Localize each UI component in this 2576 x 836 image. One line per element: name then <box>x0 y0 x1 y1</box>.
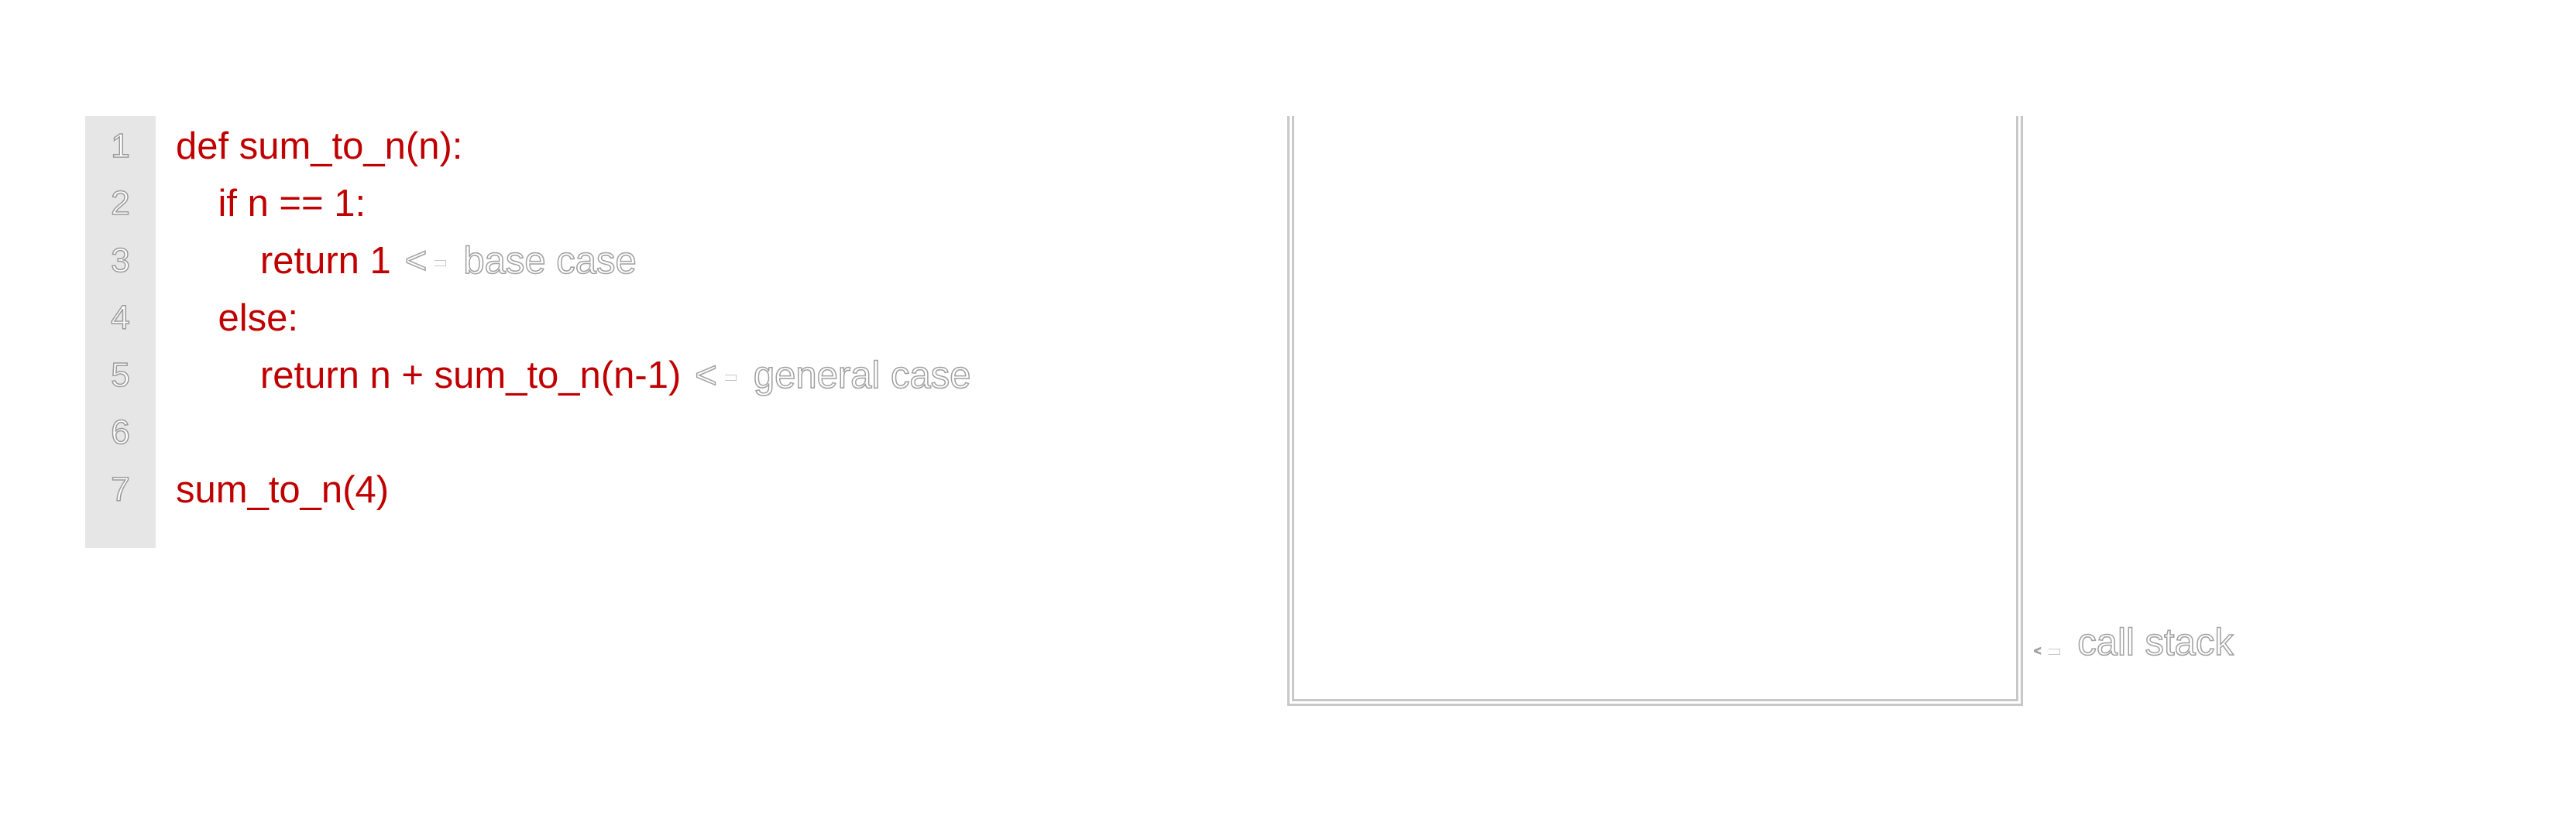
general-case-label: general case <box>753 354 971 397</box>
code-block: 1 2 3 4 5 6 7 def sum_to_n(n): if n == 1… <box>85 116 1170 548</box>
code-line-def: def sum_to_n(n): <box>176 118 462 175</box>
line-number-gutter: 1 2 3 4 5 6 7 <box>85 116 156 548</box>
code-text: if n == 1: <box>176 183 366 224</box>
code-line-call: sum_to_n(4) <box>176 461 389 519</box>
line-number: 3 <box>111 241 131 280</box>
code-line-return-general: return n + sum_to_n(n-1) < general case <box>176 347 971 404</box>
code-text: else: <box>176 297 298 339</box>
arrow-tail <box>2049 648 2061 655</box>
call-stack-container <box>1287 116 2023 706</box>
line-number: 4 <box>111 298 131 337</box>
line-number: 6 <box>111 413 131 452</box>
code-text: sum_to_n(4) <box>176 469 390 511</box>
code-text: return 1 <box>176 240 391 282</box>
arrow-tail <box>434 260 447 267</box>
line-number: 2 <box>111 183 131 223</box>
call-stack-label: call stack <box>2077 621 2234 664</box>
line-number: 7 <box>111 470 131 509</box>
base-case-label: base case <box>463 239 637 283</box>
line-number: 1 <box>111 126 131 166</box>
arrow-tail <box>724 375 737 382</box>
left-arrow-icon: < <box>404 239 428 283</box>
line-number: 5 <box>111 355 131 395</box>
code-line-else: else: <box>176 290 298 347</box>
left-arrow-icon: < <box>2033 644 2042 659</box>
call-stack-annotation: < call stack <box>2033 614 2234 671</box>
code-text: return n + sum_to_n(n-1) <box>176 355 682 396</box>
code-line-return-base: return 1 < base case <box>176 232 637 290</box>
code-text: def sum_to_n(n): <box>176 125 463 167</box>
left-arrow-icon: < <box>695 354 718 397</box>
code-line-if: if n == 1: <box>176 175 366 232</box>
